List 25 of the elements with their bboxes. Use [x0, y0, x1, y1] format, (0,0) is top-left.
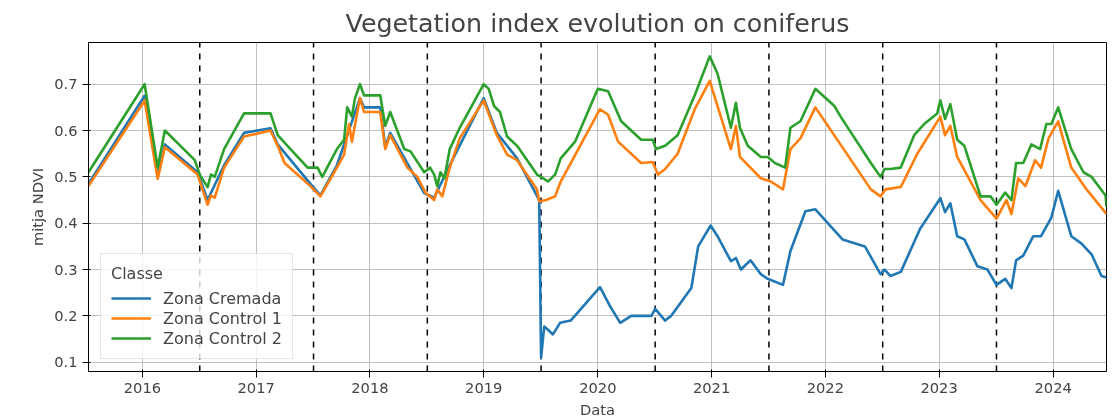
x-tick-label: 2021: [692, 378, 731, 396]
legend-title: Classe: [111, 264, 164, 283]
y-tick-label: 0.1: [54, 353, 78, 371]
y-tick-label: 0.7: [54, 75, 78, 93]
x-tick-label: 2018: [351, 378, 389, 396]
y-tick-label: 0.4: [54, 214, 78, 232]
x-tick-label: 2017: [237, 378, 275, 396]
legend-label: Zona Control 1: [163, 308, 282, 328]
x-tick-label: 2024: [1034, 378, 1072, 396]
line-series: [88, 79, 1107, 220]
y-tick-label: 0.3: [54, 260, 78, 278]
legend-label: Zona Control 2: [163, 328, 282, 348]
x-tick-label: 2020: [579, 378, 617, 396]
y-tick-label: 0.2: [54, 306, 78, 324]
x-axis-title: Data: [580, 400, 615, 418]
chart-title: Vegetation index evolution on coniferus: [345, 7, 850, 38]
legend-label: Zona Cremada: [163, 288, 282, 308]
y-axis-title: mitja NDVI: [29, 167, 47, 247]
y-tick-label: 0.6: [54, 121, 78, 139]
x-tick-label: 2023: [920, 378, 958, 396]
line-series: [88, 55, 1107, 209]
x-tick-label: 2016: [123, 378, 162, 396]
y-tick-label: 0.5: [54, 167, 78, 185]
x-tick-label: 2022: [806, 378, 845, 396]
x-tick-label: 2019: [465, 378, 503, 396]
